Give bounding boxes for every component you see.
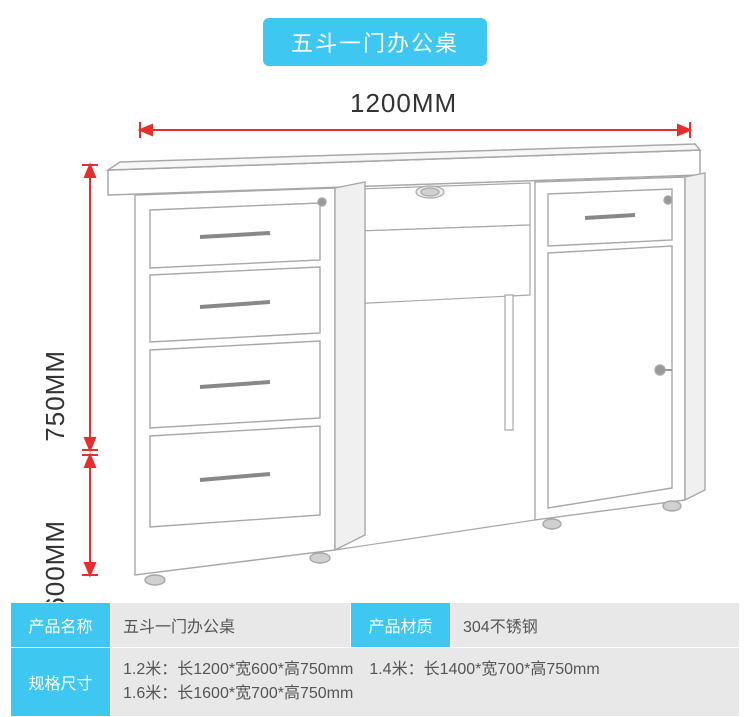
- desk-diagram: 1200MM 750MM 600MM: [0, 90, 750, 600]
- width-dimension-label: 1200MM: [350, 88, 457, 119]
- spec-table: 产品名称 五斗一门办公桌 产品材质 304不锈钢 规格尺寸 1.2米：长1200…: [10, 602, 740, 717]
- height-dimension-label: 750MM: [40, 350, 71, 442]
- title-badge: 五斗一门办公桌: [263, 18, 487, 66]
- depth-dimension-label: 600MM: [40, 520, 71, 612]
- spec-label-size: 规格尺寸: [11, 648, 111, 717]
- spec-label-material: 产品材质: [351, 603, 451, 648]
- table-row: 产品名称 五斗一门办公桌 产品材质 304不锈钢: [11, 603, 740, 648]
- spec-value-material: 304不锈钢: [451, 603, 740, 648]
- spec-label-name: 产品名称: [11, 603, 111, 648]
- desk-svg: [0, 90, 750, 600]
- spec-value-size: 1.2米：长1200*宽600*高750mm 1.4米：长1400*宽700*高…: [111, 648, 740, 717]
- table-row: 规格尺寸 1.2米：长1200*宽600*高750mm 1.4米：长1400*宽…: [11, 648, 740, 717]
- spec-value-name: 五斗一门办公桌: [111, 603, 351, 648]
